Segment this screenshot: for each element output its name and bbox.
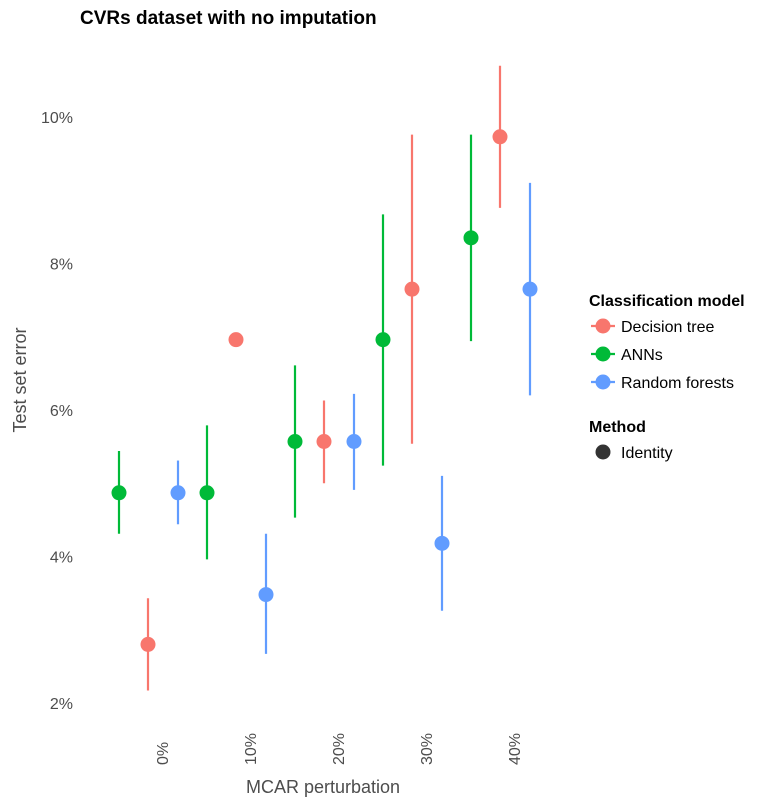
legend-item: Random forests <box>591 374 734 392</box>
series-random-forests <box>170 182 538 654</box>
data-point <box>346 433 362 449</box>
data-point <box>434 535 450 551</box>
legend-item-label: ANNs <box>621 347 663 364</box>
x-axis: 0% 10% 20% 30% 40% <box>155 733 524 765</box>
data-point <box>228 332 244 348</box>
x-tick-label: 40% <box>507 733 524 765</box>
data-point <box>258 587 274 603</box>
x-tick-label: 20% <box>331 733 348 765</box>
legend-key-point <box>595 374 611 390</box>
x-tick-label: 10% <box>243 733 260 765</box>
legend-item-label: Decision tree <box>621 319 714 336</box>
data-point <box>463 230 479 246</box>
series-anns <box>111 134 479 560</box>
legend-item: Identity <box>595 444 673 462</box>
x-tick-label: 30% <box>419 733 436 765</box>
legend-key-point <box>595 346 611 362</box>
data-point <box>522 281 538 297</box>
y-tick-label: 4% <box>50 550 73 567</box>
y-tick-label: 8% <box>50 257 73 274</box>
chart-title: CVRs dataset with no imputation <box>80 8 377 29</box>
x-axis-title: MCAR perturbation <box>246 777 400 797</box>
data-point <box>375 332 391 348</box>
y-axis-title: Test set error <box>10 327 30 432</box>
y-tick-label: 10% <box>41 110 73 127</box>
data-point <box>111 485 127 501</box>
y-axis: 2% 4% 6% 8% 10% <box>41 110 73 713</box>
legend-key-point <box>595 444 611 460</box>
series-decision-tree <box>140 65 508 691</box>
legend-key-point <box>595 318 611 334</box>
data-point <box>170 485 186 501</box>
data-point <box>404 281 420 297</box>
y-tick-label: 2% <box>50 696 73 713</box>
data-point <box>140 636 156 652</box>
legend-item-label: Random forests <box>621 375 734 392</box>
data-point <box>199 485 215 501</box>
data-point <box>316 433 332 449</box>
legend-item: Decision tree <box>591 318 714 336</box>
data-point <box>492 129 508 145</box>
legend-item-label: Identity <box>621 445 673 462</box>
legend-title-model: Classification model <box>589 293 745 310</box>
x-tick-label: 0% <box>155 742 172 765</box>
data-point <box>287 433 303 449</box>
legend: Classification model Decision tree ANNs Ran… <box>589 293 745 462</box>
legend-item: ANNs <box>591 346 663 364</box>
y-tick-label: 6% <box>50 403 73 420</box>
legend-title-method: Method <box>589 419 646 436</box>
plot-area <box>111 65 538 691</box>
